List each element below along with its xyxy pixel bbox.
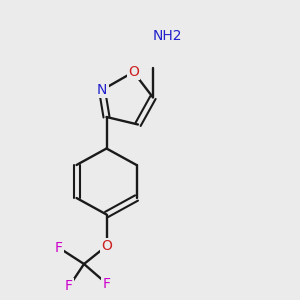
Text: F: F bbox=[65, 280, 73, 293]
Text: N: N bbox=[97, 83, 107, 97]
Text: F: F bbox=[103, 277, 110, 290]
Text: NH2: NH2 bbox=[153, 29, 182, 43]
Text: F: F bbox=[55, 241, 62, 254]
Text: O: O bbox=[128, 65, 139, 79]
Text: O: O bbox=[101, 239, 112, 253]
